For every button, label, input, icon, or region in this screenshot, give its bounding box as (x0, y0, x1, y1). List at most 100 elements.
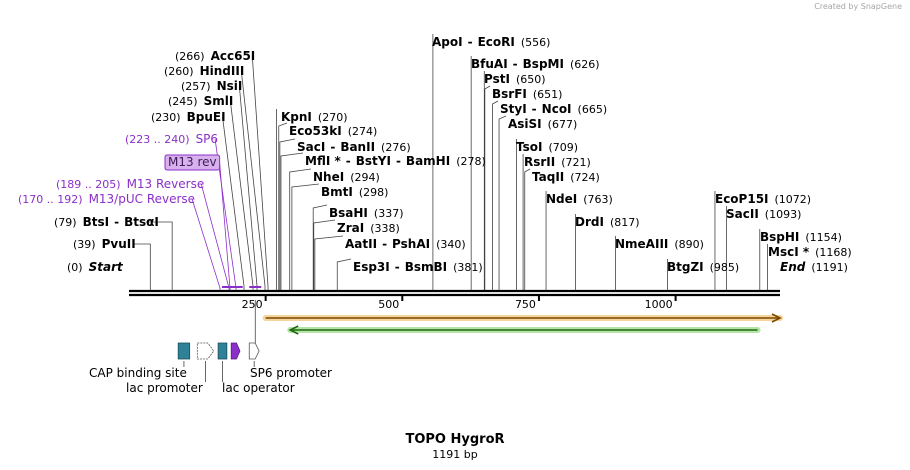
site-label-part: EcoRI (478, 35, 515, 49)
site-label-nmeaiii[interactable]: NmeAIII (890) (615, 237, 704, 251)
site-label-bpuei[interactable]: (230) BpuEI (151, 110, 226, 124)
site-label-m13rev[interactable]: M13 rev (168, 155, 217, 169)
site-label-part: End (780, 260, 806, 274)
feature-m13feat-shape (230, 342, 241, 360)
ruler-label-500: 500 (378, 298, 399, 311)
site-label-end[interactable]: End (1191) (780, 260, 848, 274)
site-label-part: BtgZI (667, 260, 704, 274)
site-label-part: SacII (726, 207, 759, 221)
site-label-bsrfi[interactable]: BsrFI (651) (492, 87, 562, 101)
feature-lacp-shape (196, 342, 215, 360)
site-label-part: (1168) (815, 246, 852, 259)
site-label-sacii[interactable]: SacII (1093) (726, 207, 801, 221)
feature-cap-label: CAP binding site (89, 366, 187, 380)
map-title: TOPO HygroR (405, 432, 504, 447)
site-label-bmti[interactable]: BmtI (298) (321, 185, 388, 199)
site-label-part: BspMI (523, 57, 564, 71)
site-label-part: TaqII (532, 170, 564, 184)
orange-feature-arrow[interactable] (262, 313, 783, 323)
site-label-part: Eco53kI (289, 124, 342, 138)
site-label-part: (276) (381, 141, 411, 154)
site-label-bsphi[interactable]: BspHI (1154) (760, 230, 842, 244)
site-label-part: - (114, 215, 119, 229)
site-label-btsi[interactable]: (79) BtsI - BtsαI (54, 215, 159, 229)
site-label-part: (1072) (775, 193, 812, 206)
site-label-msci[interactable]: MscI * (1168) (768, 245, 852, 259)
site-label-zrai[interactable]: ZraI (338) (337, 221, 400, 235)
site-label-part: (626) (570, 58, 600, 71)
snapgene-credit: Created by SnapGene (814, 2, 902, 11)
site-label-psti[interactable]: PstI (650) (484, 72, 546, 86)
site-label-nhei[interactable]: NheI (294) (313, 170, 380, 184)
site-label-part: - (346, 154, 351, 168)
site-label-esp3i[interactable]: Esp3I - BsmBI (381) (353, 260, 483, 274)
feature-sp6p[interactable]: SP6 promoter (248, 342, 332, 380)
feature-sp6p-shape (248, 342, 260, 360)
site-label-styi[interactable]: StyI - NcoI (665) (500, 102, 607, 116)
site-label-bfuai[interactable]: BfuAI - BspMI (626) (471, 57, 600, 71)
site-label-part: PshAI (392, 237, 430, 251)
site-label-part: BsmBI (405, 260, 447, 274)
ruler-label-750: 750 (515, 298, 536, 311)
feature-cap-shape (177, 342, 191, 360)
feature-cap[interactable]: CAP binding site (89, 342, 191, 380)
feature-lacp[interactable]: lac promoter (126, 342, 215, 395)
site-connector-pvuii (132, 243, 151, 290)
site-label-acc65i[interactable]: (266) Acc65I (175, 49, 255, 63)
site-label-hindiii[interactable]: (260) HindIII (164, 64, 244, 78)
site-label-pvuii[interactable]: (39) PvuII (73, 237, 136, 251)
site-label-sp6[interactable]: (223 .. 240) SP6 (125, 132, 218, 146)
site-label-nsii[interactable]: (257) NsiI (181, 79, 242, 93)
site-label-part: PvuII (102, 237, 136, 251)
site-label-part: (189 .. 205) (56, 178, 121, 191)
site-label-part: NsiI (217, 79, 243, 93)
site-label-apoi[interactable]: ApoI - EcoRI (556) (432, 35, 550, 49)
feature-lacp-label: lac promoter (126, 381, 203, 395)
feature-laco[interactable]: lac operator (217, 342, 295, 395)
site-label-kpni[interactable]: KpnI (270) (281, 110, 348, 124)
site-label-smli[interactable]: (245) SmlI (168, 94, 233, 108)
site-connector-bsrfi (484, 85, 491, 290)
site-label-ndei[interactable]: NdeI (763) (546, 192, 613, 206)
site-label-part: NcoI (542, 102, 572, 116)
site-label-asisi[interactable]: AsiSI (677) (508, 117, 577, 131)
site-label-part: (817) (610, 216, 640, 229)
site-label-bsahi[interactable]: BsaHI (337) (329, 206, 404, 220)
site-label-part: (721) (561, 156, 591, 169)
site-label-part: M13 rev (168, 155, 217, 169)
green-feature-arrow[interactable] (287, 325, 761, 335)
site-label-part: (0) (67, 261, 83, 274)
site-label-m13pucrev[interactable]: (170 .. 192) M13/pUC Reverse (18, 192, 195, 206)
site-label-part: MscI * (768, 245, 810, 259)
site-label-part: (1191) (811, 261, 848, 274)
site-label-eco53ki[interactable]: Eco53kI (274) (289, 124, 377, 138)
site-label-part: BpuEI (187, 110, 226, 124)
site-label-part: TsoI (516, 140, 542, 154)
site-label-part: (337) (374, 207, 404, 220)
site-connector-bpuei (222, 116, 245, 290)
site-label-drdi[interactable]: DrdI (817) (575, 215, 640, 229)
site-label-taqii[interactable]: TaqII (724) (532, 170, 600, 184)
site-label-btgzi[interactable]: BtgZI (985) (667, 260, 739, 274)
site-label-part: SmlI (204, 94, 234, 108)
site-connector-mfli (280, 152, 304, 290)
site-label-part: (650) (516, 73, 546, 86)
feature-m13feat[interactable] (230, 342, 241, 360)
site-label-part: BsaHI (329, 206, 368, 220)
site-label-ecop15i[interactable]: EcoP15I (1072) (715, 192, 811, 206)
site-label-part: NheI (313, 170, 344, 184)
site-connector-saci (279, 138, 296, 290)
site-label-mfli[interactable]: MflI * - BstYI - BamHI (278) (305, 154, 486, 168)
site-label-part: (338) (370, 222, 400, 235)
site-label-saci[interactable]: SacI - BanII (276) (297, 140, 411, 154)
site-label-aatii[interactable]: AatII - PshAI (340) (345, 237, 466, 251)
site-connector-eco53ki (278, 122, 288, 290)
site-label-m13reverse[interactable]: (189 .. 205) M13 Reverse (56, 177, 204, 191)
site-label-tsoi[interactable]: TsoI (709) (516, 140, 578, 154)
site-label-rsrii[interactable]: RsrII (721) (524, 155, 591, 169)
site-label-part: BanII (340, 140, 375, 154)
site-label-start[interactable]: (0) Start (67, 260, 124, 274)
site-label-part: M13 Reverse (127, 177, 205, 191)
site-connector-zrai (313, 219, 336, 290)
